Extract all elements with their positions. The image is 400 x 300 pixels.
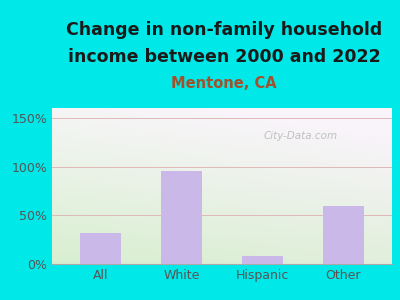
- Bar: [323, 206, 364, 264]
- Text: income between 2000 and 2022: income between 2000 and 2022: [68, 48, 380, 66]
- Bar: [80, 233, 121, 264]
- Bar: [161, 171, 202, 264]
- Text: City-Data.com: City-Data.com: [263, 131, 337, 141]
- Bar: [242, 256, 283, 264]
- Text: Mentone, CA: Mentone, CA: [171, 76, 277, 92]
- Text: Change in non-family household: Change in non-family household: [66, 21, 382, 39]
